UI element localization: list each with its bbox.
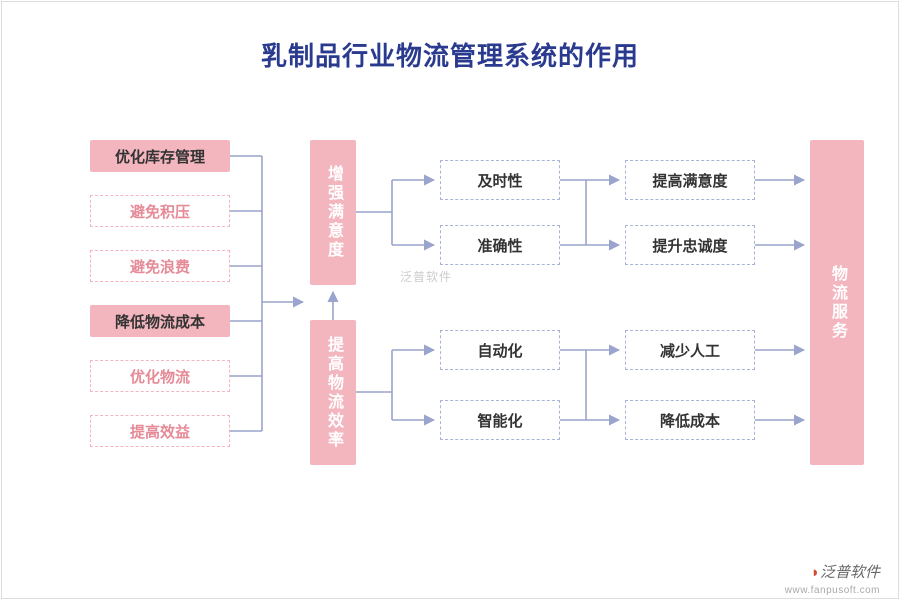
left-item-4: 优化物流 xyxy=(90,360,230,392)
result-box-3: 降低成本 xyxy=(625,400,755,440)
result-box-1: 提升忠诚度 xyxy=(625,225,755,265)
left-item-3: 降低物流成本 xyxy=(90,305,230,337)
branch-box-2: 自动化 xyxy=(440,330,560,370)
frame xyxy=(1,1,899,599)
footer-url: www.fanpusoft.com xyxy=(785,585,880,596)
branch-box-3: 智能化 xyxy=(440,400,560,440)
mid-col-top: 增强满意度 xyxy=(310,140,356,285)
branch-box-1: 准确性 xyxy=(440,225,560,265)
result-box-0: 提高满意度 xyxy=(625,160,755,200)
branch-box-0: 及时性 xyxy=(440,160,560,200)
result-box-2: 减少人工 xyxy=(625,330,755,370)
left-item-5: 提高效益 xyxy=(90,415,230,447)
left-item-0: 优化库存管理 xyxy=(90,140,230,172)
mid-col-bottom: 提高物流效率 xyxy=(310,320,356,465)
left-item-1: 避免积压 xyxy=(90,195,230,227)
footer-logo: ◗泛普软件 xyxy=(811,561,880,582)
diagram-title: 乳制品行业物流管理系统的作用 xyxy=(0,36,900,73)
left-item-2: 避免浪费 xyxy=(90,250,230,282)
goal-box: 物流服务 xyxy=(810,140,864,465)
watermark: 泛普软件 xyxy=(400,268,452,285)
